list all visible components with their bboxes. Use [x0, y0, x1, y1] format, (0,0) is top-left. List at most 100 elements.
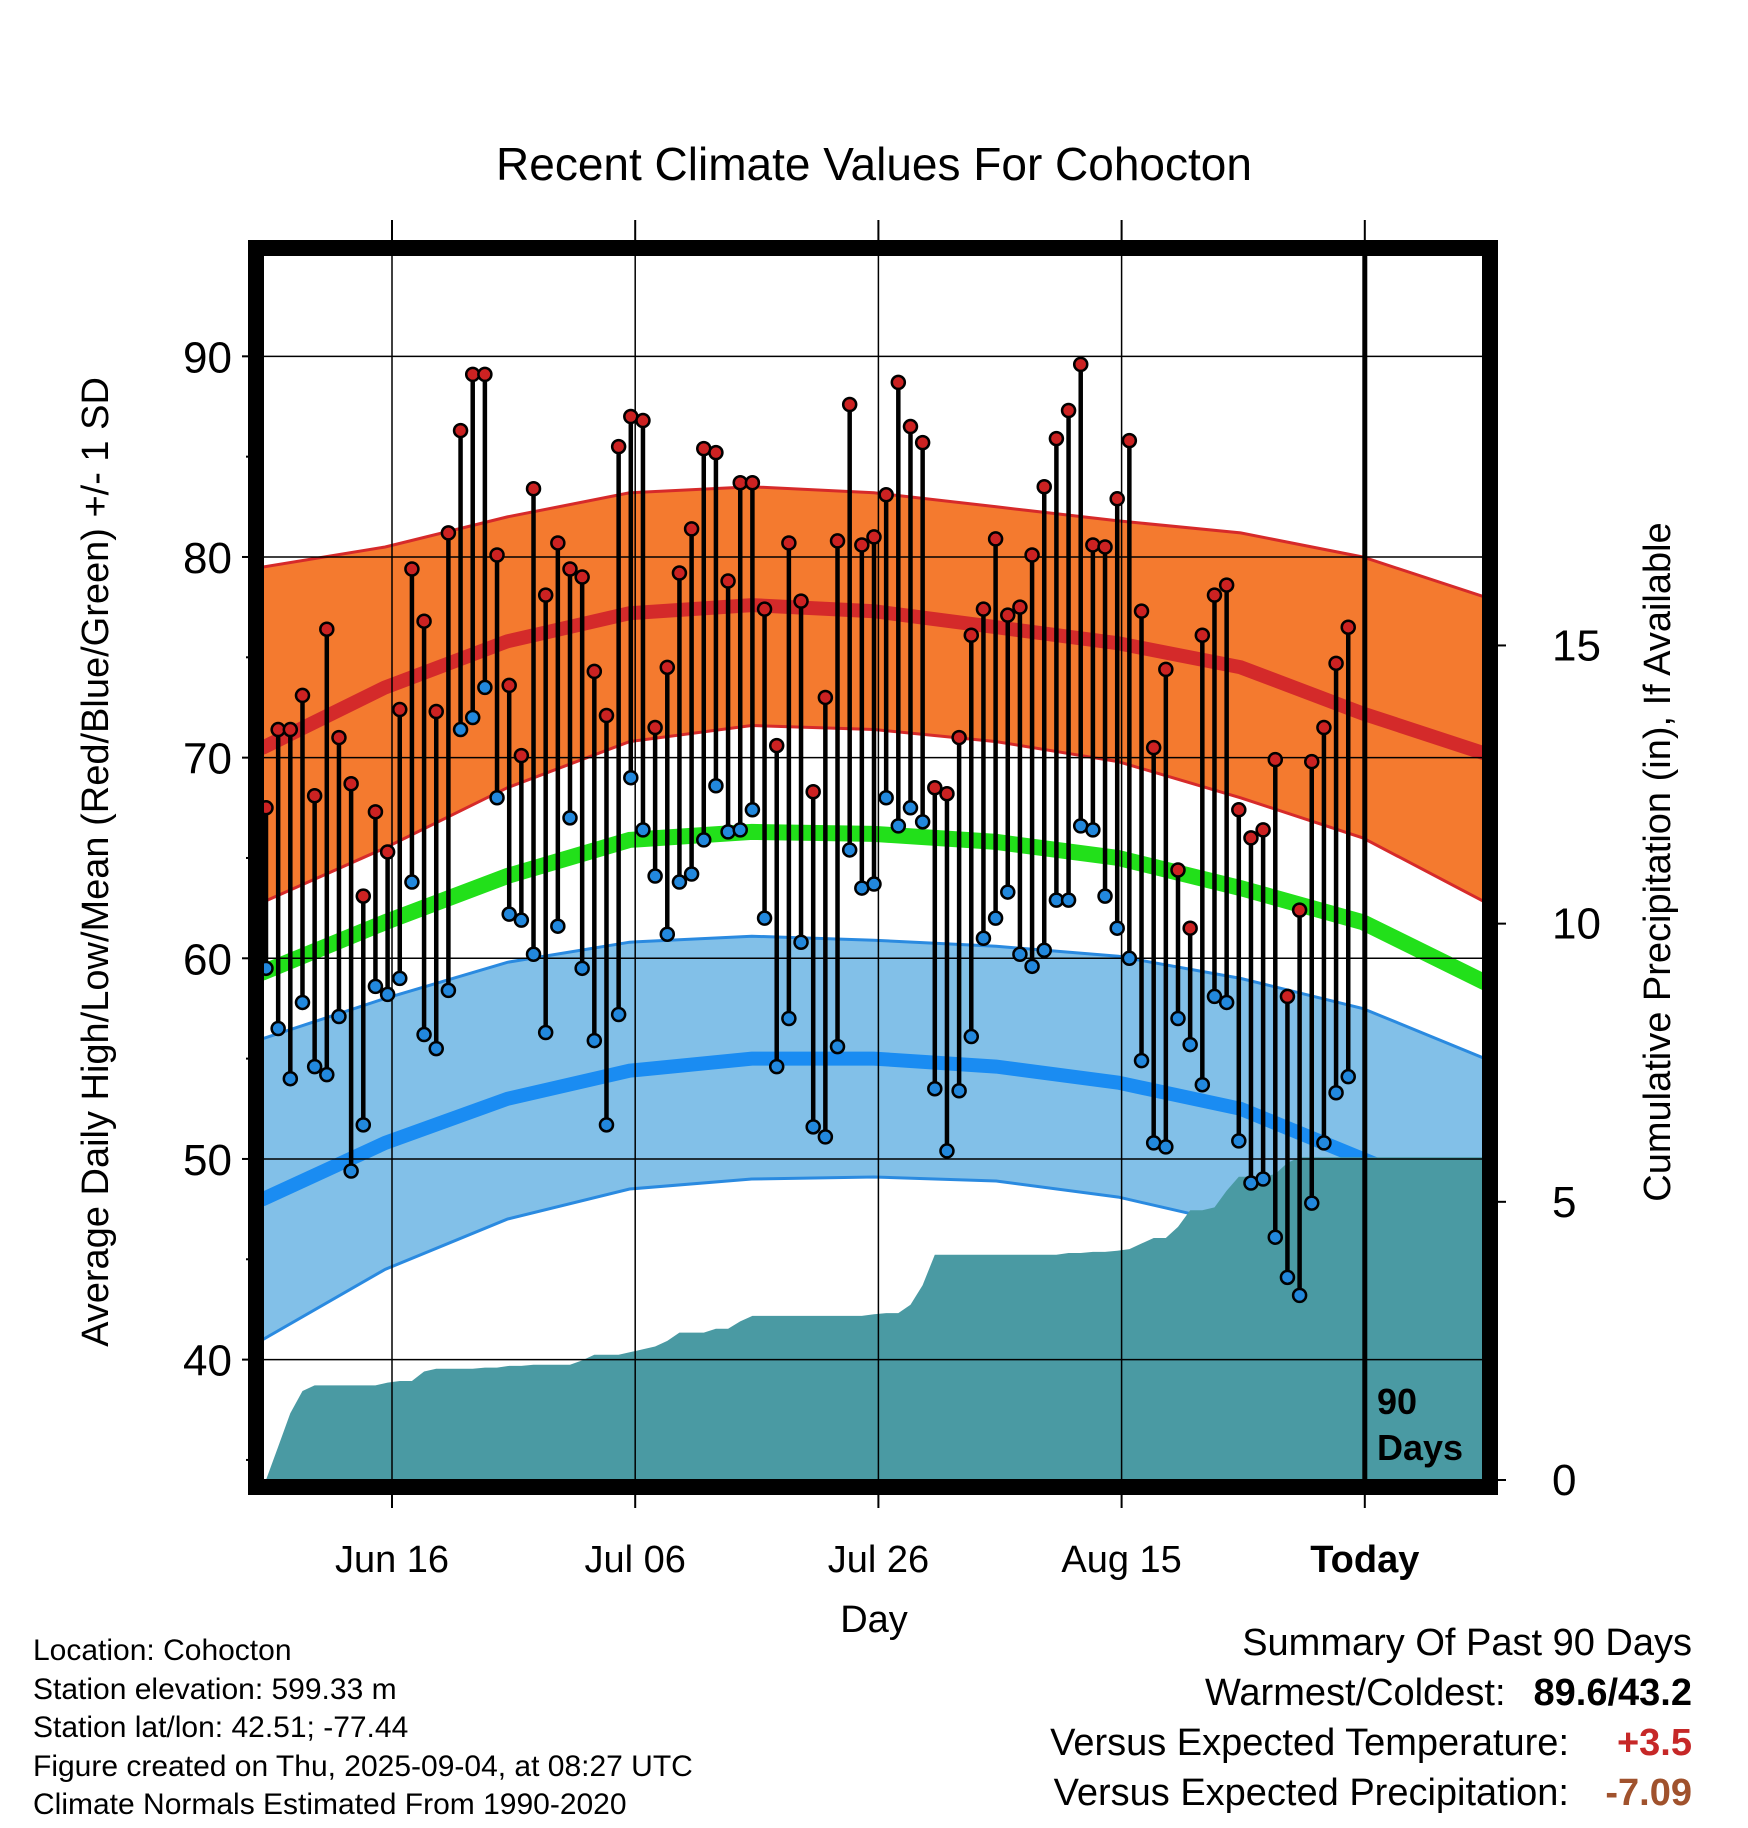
daily-low-point: [501, 906, 517, 922]
daily-high-point: [537, 587, 554, 603]
y2-tick-label: 0: [1552, 1456, 1576, 1505]
daily-high-point: [939, 786, 955, 802]
daily-high-point: [1060, 402, 1077, 419]
daily-high-point: [525, 481, 542, 497]
daily-high-point: [282, 721, 299, 738]
temp-anomaly-label: Versus Expected Temperature:: [1050, 1722, 1569, 1764]
daily-high-point: [1231, 802, 1247, 818]
daily-low-point: [1231, 1133, 1247, 1149]
daily-low-point: [671, 874, 688, 890]
daily-low-point: [1255, 1171, 1271, 1187]
low-sd-band: [263, 936, 1485, 1350]
daily-low-point: [1279, 1269, 1296, 1286]
daily-low-point: [683, 866, 700, 882]
precip-anomaly-label: Versus Expected Precipitation:: [1053, 1772, 1569, 1814]
daily-high-point: [1267, 751, 1284, 768]
daily-high-point: [1036, 479, 1052, 495]
daily-low-point: [477, 679, 493, 696]
daily-low-point: [598, 1117, 615, 1133]
daily-high-point: [294, 687, 311, 704]
daily-high-point: [1206, 587, 1223, 603]
summary-warmest-coldest: Warmest/Coldest: 89.6/43.2: [1050, 1668, 1692, 1718]
daily-low-point: [939, 1143, 955, 1159]
daily-low-point: [1304, 1195, 1320, 1211]
daily-low-point: [270, 1020, 286, 1037]
daily-high-point: [805, 784, 821, 800]
warmest-coldest-value: 89.6/43.2: [1533, 1672, 1692, 1714]
daily-high-point: [975, 601, 992, 617]
daily-low-point: [404, 874, 420, 890]
daily-high-point: [720, 573, 736, 589]
x-tick-label: Jul 26: [828, 1539, 929, 1581]
daily-low-point: [841, 842, 858, 858]
daily-high-point: [744, 474, 761, 491]
daily-high-point: [598, 707, 615, 724]
daily-high-point: [392, 701, 408, 718]
daily-high-point: [1304, 753, 1320, 770]
high-sd-band-upper-edge: [263, 485, 1485, 599]
daily-low-point: [452, 721, 469, 738]
info-normals: Climate Normals Estimated From 1990-2020: [33, 1788, 627, 1821]
daily-low-point: [306, 1058, 323, 1075]
daily-low-point: [562, 810, 578, 826]
daily-low-point: [744, 802, 761, 818]
normal-low-line: [263, 1051, 1485, 1217]
daily-high-point: [574, 569, 590, 585]
daily-high-point: [708, 444, 724, 461]
low-sd-band-upper-edge: [263, 934, 1485, 1060]
daily-high-point: [1194, 627, 1211, 643]
daily-high-point: [428, 703, 444, 720]
daily-low-point: [1158, 1139, 1174, 1155]
daily-high-point: [963, 627, 980, 643]
daily-low-point: [866, 876, 882, 892]
daily-high-point: [671, 565, 688, 581]
daily-low-point: [951, 1082, 967, 1099]
today-marker-label-1: 90: [1377, 1381, 1417, 1422]
daily-high-point: [756, 601, 773, 617]
daily-high-point: [902, 418, 919, 435]
daily-low-point: [987, 910, 1004, 926]
daily-high-point: [331, 729, 347, 746]
daily-low-point: [927, 1080, 943, 1097]
info-location: Location: Cohocton: [33, 1634, 292, 1667]
summary-title: Summary Of Past 90 Days: [1242, 1622, 1692, 1664]
precip-anomaly-value: -7.09: [1605, 1772, 1692, 1814]
y2-tick-label: 15: [1552, 621, 1601, 670]
daily-low-point: [805, 1119, 821, 1135]
info-latlon: Station lat/lon: 42.51; -77.44: [33, 1711, 409, 1744]
daily-low-point: [610, 1006, 627, 1023]
daily-high-point: [501, 677, 517, 694]
daily-high-point: [404, 561, 420, 577]
y-tick-label: 70: [183, 735, 232, 784]
daily-high-point: [866, 529, 882, 545]
daily-high-point: [586, 663, 603, 680]
daily-low-point: [647, 868, 663, 884]
daily-high-point: [489, 547, 505, 563]
daily-high-point: [1097, 539, 1113, 555]
y-tick-label: 50: [183, 1136, 232, 1185]
daily-high-point: [659, 659, 676, 676]
daily-low-point: [1218, 994, 1235, 1011]
daily-high-point: [343, 775, 359, 792]
y2-axis-label: Cumulative Precipitation (in), If Availa…: [1637, 522, 1679, 1201]
daily-high-point: [1072, 356, 1089, 373]
daily-low-point: [878, 790, 894, 806]
daily-low-point: [1133, 1052, 1150, 1069]
x-tick-label: Aug 15: [1061, 1539, 1181, 1581]
y-tick-label: 80: [183, 534, 232, 583]
daily-high-point: [987, 531, 1004, 547]
daily-high-point: [1024, 547, 1040, 563]
data-marks: [258, 248, 1368, 1480]
daily-low-point: [1097, 888, 1113, 904]
daily-high-point: [1243, 830, 1259, 846]
y-axis-label: Average Daily High/Low/Mean (Red/Blue/Gr…: [75, 377, 117, 1347]
daily-high-point: [550, 535, 566, 551]
daily-high-point: [1316, 719, 1332, 736]
daily-high-point: [1279, 988, 1296, 1005]
daily-low-point: [1012, 946, 1028, 963]
daily-low-point: [355, 1117, 372, 1133]
daily-low-point: [1036, 942, 1052, 959]
daily-low-point: [574, 960, 590, 977]
daily-low-point: [1267, 1229, 1284, 1245]
